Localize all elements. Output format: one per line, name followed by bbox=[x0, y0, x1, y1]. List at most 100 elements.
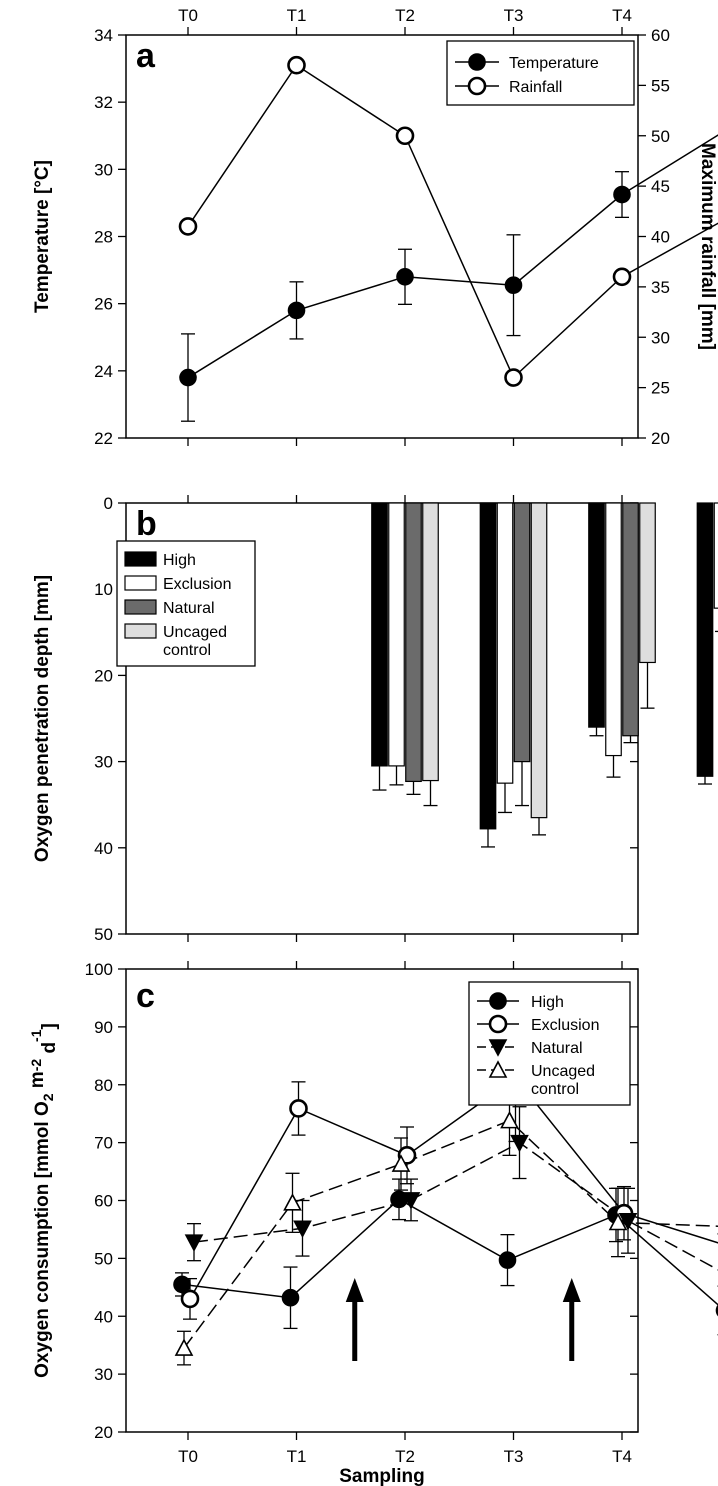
y-axis-label: Temperature [°C] bbox=[32, 160, 53, 313]
panel-c-oxygen-consumption-chart: T0T1T2T3T4T52030405060708090100Oxygen co… bbox=[27, 960, 718, 1486]
legend-label: Uncaged bbox=[163, 624, 227, 641]
data-point-high bbox=[281, 1288, 300, 1307]
data-point-natural bbox=[510, 1134, 529, 1153]
bar-exclusion bbox=[388, 502, 405, 767]
data-point-rainfall bbox=[287, 55, 306, 75]
series-line-natural bbox=[193, 1141, 718, 1271]
y-tick-label: 90 bbox=[94, 1018, 113, 1037]
y2-tick-label: 25 bbox=[651, 379, 670, 398]
y-tick-label: 30 bbox=[94, 753, 113, 772]
legend-label: Natural bbox=[531, 1040, 583, 1057]
x-tick-label: T2 bbox=[395, 1447, 415, 1466]
y2-tick-label: 50 bbox=[651, 127, 670, 146]
y2-tick-label: 30 bbox=[651, 328, 670, 347]
y-tick-label: 60 bbox=[94, 1192, 113, 1211]
data-point-rainfall bbox=[395, 126, 415, 146]
y-axis-label-part: -2 bbox=[28, 1059, 44, 1072]
series-line-exclusion bbox=[189, 1076, 718, 1300]
y-axis-label-part: 2 bbox=[40, 1093, 56, 1101]
legend-label: control bbox=[163, 642, 211, 659]
y-axis-label: Oxygen penetration depth [mm] bbox=[32, 575, 53, 862]
y-tick-label: 26 bbox=[94, 295, 113, 314]
bar-natural bbox=[513, 502, 531, 763]
data-point-uncaged-control bbox=[608, 1212, 628, 1231]
data-point-high bbox=[498, 1251, 517, 1269]
legend-swatch bbox=[124, 551, 157, 567]
data-point-rainfall bbox=[504, 368, 523, 387]
series-line-high bbox=[181, 1198, 718, 1306]
x-tick-label: T2 bbox=[395, 6, 415, 25]
y-tick-label: 22 bbox=[94, 429, 113, 448]
x-axis-label: Sampling bbox=[339, 1466, 425, 1486]
legend-marker-temperature bbox=[468, 53, 486, 71]
legend-marker bbox=[489, 992, 507, 1010]
legend-label: High bbox=[163, 552, 196, 569]
data-point-uncaged-control bbox=[391, 1154, 411, 1172]
panel-letter: a bbox=[136, 37, 156, 75]
series-line-uncaged-control bbox=[183, 1119, 718, 1349]
panel-letter: c bbox=[136, 977, 155, 1015]
bar-exclusion bbox=[605, 502, 622, 757]
y-tick-label: 20 bbox=[94, 1423, 113, 1442]
bar-uncaged-control bbox=[530, 502, 548, 819]
y-tick-label: 50 bbox=[94, 925, 113, 944]
x-tick-label: T0 bbox=[178, 1447, 198, 1466]
x-tick-label: T4 bbox=[612, 6, 632, 25]
data-point-uncaged-control bbox=[174, 1338, 194, 1356]
bar-natural bbox=[405, 502, 422, 783]
y-tick-label: 100 bbox=[85, 960, 113, 979]
y-axis-label-part: ] bbox=[39, 1023, 60, 1029]
data-point-temperature bbox=[287, 301, 306, 320]
y-axis-label-part: -1 bbox=[28, 1029, 44, 1042]
y2-tick-label: 55 bbox=[651, 76, 670, 95]
data-point-high bbox=[173, 1275, 191, 1294]
y2-axis-label: Maximum rainfall [mm] bbox=[697, 143, 718, 350]
y-tick-label: 70 bbox=[94, 1134, 113, 1153]
panel-a-temperature-rainfall-chart: T0T1T2T3T4T52224262830323420253035404550… bbox=[32, 6, 718, 448]
y-tick-label: 34 bbox=[94, 26, 113, 45]
y2-tick-label: 40 bbox=[651, 228, 670, 247]
bar-uncaged-control bbox=[639, 502, 656, 664]
data-point-natural bbox=[184, 1234, 204, 1252]
bar-exclusion bbox=[713, 502, 718, 609]
arrow-head bbox=[345, 1278, 364, 1302]
y2-tick-label: 35 bbox=[651, 278, 670, 297]
panel-letter: b bbox=[136, 505, 157, 543]
legend-label: Exclusion bbox=[163, 576, 231, 593]
legend-label: Rainfall bbox=[509, 79, 562, 96]
bar-high bbox=[479, 502, 497, 830]
y-axis-label-part: Oxygen consumption [mmol O bbox=[32, 1101, 53, 1378]
y-tick-label: 80 bbox=[94, 1076, 113, 1095]
legend-label: High bbox=[531, 994, 564, 1011]
legend-marker bbox=[488, 1039, 508, 1057]
y-tick-label: 20 bbox=[94, 666, 113, 685]
legend-marker bbox=[488, 1014, 508, 1034]
legend-marker bbox=[488, 1060, 508, 1078]
bar-exclusion bbox=[496, 502, 514, 784]
legend-label: Natural bbox=[163, 600, 215, 617]
panel-b-oxygen-penetration-chart: 0 10 20 30 40 50 Oxygen penetration depth [mm]… bbox=[32, 494, 718, 944]
y2-tick-label: 20 bbox=[651, 429, 670, 448]
data-point-exclusion bbox=[180, 1289, 200, 1309]
bar-high bbox=[371, 502, 388, 767]
y-tick-label: 32 bbox=[94, 93, 113, 112]
legend-swatch bbox=[124, 575, 157, 591]
data-point-temperature bbox=[613, 185, 631, 204]
bar-high bbox=[588, 502, 605, 728]
data-point-exclusion bbox=[289, 1099, 308, 1118]
y-axis-label-part: m bbox=[27, 1071, 48, 1093]
data-point-temperature bbox=[396, 267, 414, 286]
bar-high bbox=[696, 502, 714, 777]
data-point-natural bbox=[618, 1212, 638, 1231]
data-point-rainfall bbox=[178, 217, 198, 236]
legend-marker-rainfall bbox=[467, 76, 487, 96]
bar-natural bbox=[622, 502, 639, 737]
y-tick-label: 30 bbox=[94, 1365, 113, 1384]
series-line-temperature bbox=[187, 134, 718, 379]
data-point-natural bbox=[293, 1220, 312, 1238]
legend-label: Uncaged bbox=[531, 1063, 595, 1080]
legend-label: Exclusion bbox=[531, 1017, 599, 1034]
data-point-rainfall bbox=[612, 267, 632, 287]
y-tick-label: 28 bbox=[94, 228, 113, 247]
